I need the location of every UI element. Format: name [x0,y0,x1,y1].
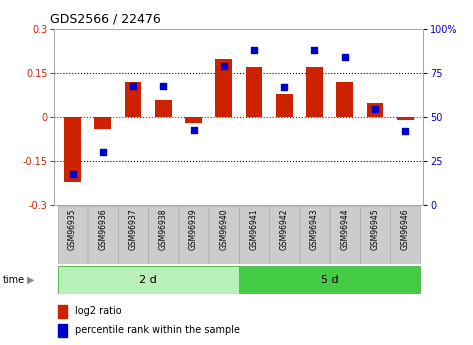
Text: GSM96945: GSM96945 [370,209,379,250]
Bar [155,100,172,117]
Bar [149,206,178,264]
Point [371,106,379,111]
Bar [336,82,353,117]
Text: GSM96936: GSM96936 [98,209,107,250]
Text: GSM96946: GSM96946 [401,209,410,250]
Bar [118,206,148,264]
Point [280,85,288,90]
Bar [209,206,238,264]
Text: GSM96940: GSM96940 [219,209,228,250]
Point [250,48,258,53]
Bar [58,305,67,317]
Bar [276,94,292,117]
Text: time: time [2,275,25,285]
Text: GSM96935: GSM96935 [68,209,77,250]
Bar [245,68,263,117]
Bar [239,266,420,294]
Bar [215,59,232,117]
Text: GSM96941: GSM96941 [249,209,258,250]
Bar [185,117,202,123]
Point [159,83,167,88]
Text: log2 ratio: log2 ratio [75,306,121,316]
Bar [58,324,67,337]
Bar [390,206,420,264]
Text: 5 d: 5 d [321,275,338,285]
Bar [270,206,299,264]
Text: ▶: ▶ [27,275,35,285]
Bar [360,206,390,264]
Text: GSM96939: GSM96939 [189,209,198,250]
Text: GSM96944: GSM96944 [340,209,349,250]
Point [311,48,318,53]
Bar [367,103,383,117]
Text: GDS2566 / 22476: GDS2566 / 22476 [50,12,160,25]
Point [69,171,76,176]
Bar [330,206,359,264]
Bar [95,117,111,129]
Point [129,83,137,88]
Text: GSM96942: GSM96942 [280,209,289,250]
Bar [397,117,413,120]
Bar [125,82,141,117]
Bar [179,206,208,264]
Bar [300,206,329,264]
Bar [88,206,118,264]
Text: GSM96937: GSM96937 [129,209,138,250]
Text: 2 d: 2 d [139,275,157,285]
Point [190,127,197,132]
Text: percentile rank within the sample: percentile rank within the sample [75,325,240,335]
Bar [239,206,269,264]
Bar [58,266,238,294]
Bar [306,68,323,117]
Point [341,55,349,60]
Point [99,150,106,155]
Point [220,63,228,69]
Point [402,129,409,134]
Bar [58,206,88,264]
Text: GSM96943: GSM96943 [310,209,319,250]
Bar [64,117,81,182]
Text: GSM96938: GSM96938 [159,209,168,250]
